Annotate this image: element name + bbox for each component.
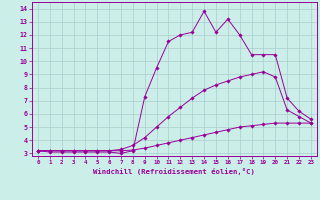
X-axis label: Windchill (Refroidissement éolien,°C): Windchill (Refroidissement éolien,°C) bbox=[93, 168, 255, 175]
